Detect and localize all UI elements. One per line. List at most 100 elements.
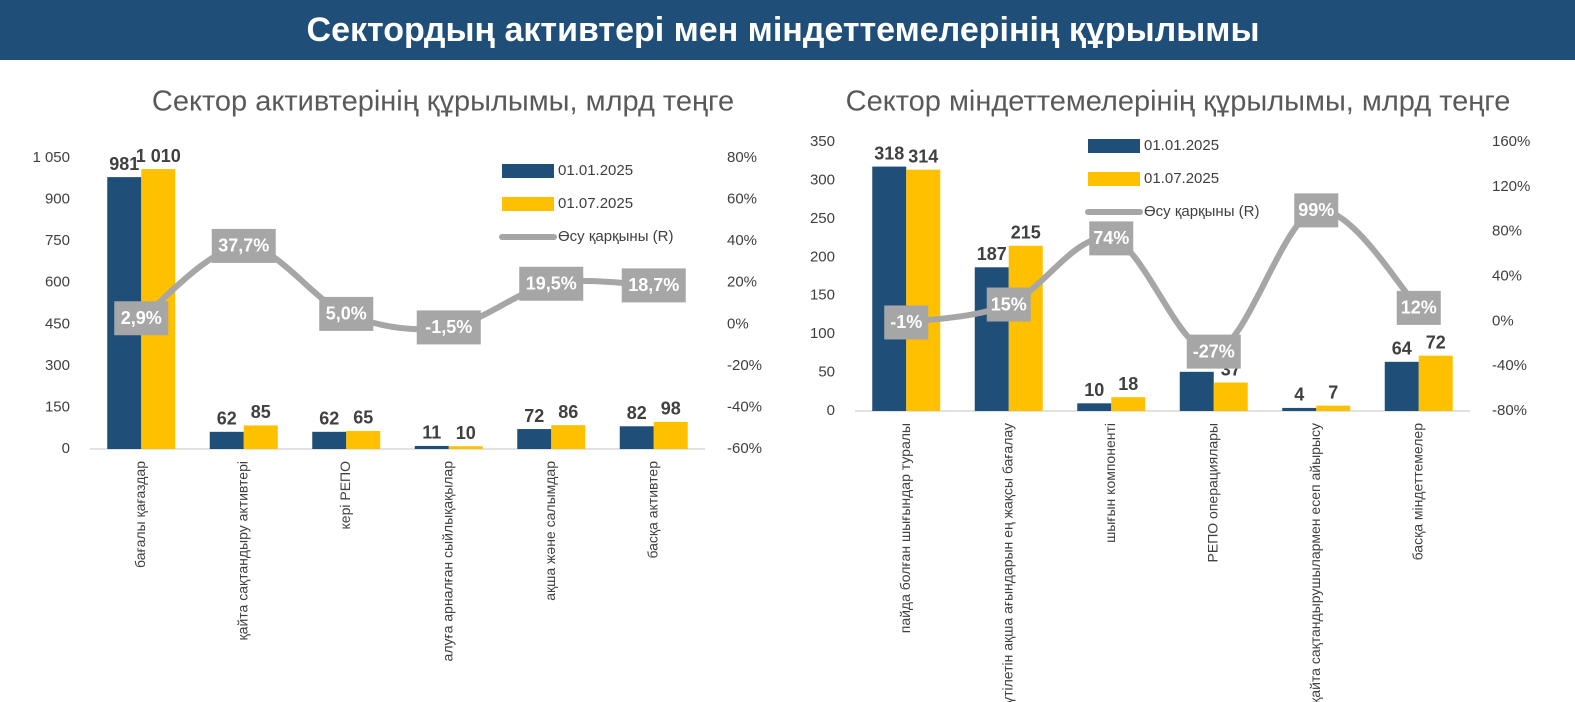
bar xyxy=(517,429,552,449)
y2-tick-label: 40% xyxy=(727,232,757,249)
bar-value-label: 11 xyxy=(422,423,441,443)
growth-label-box xyxy=(319,296,374,331)
y-tick-label: 300 xyxy=(45,357,70,374)
bar xyxy=(414,445,449,449)
bar-value-label: 62 xyxy=(319,409,339,429)
y-tick-label: 200 xyxy=(810,248,835,265)
growth-label-box xyxy=(1294,193,1339,228)
bar-value-label: 65 xyxy=(353,408,373,428)
bar-value-label: 82 xyxy=(627,403,647,423)
header-title: Сектордың активтері мен міндеттемелеріні… xyxy=(307,11,1260,49)
legend-label: Өсу қарқыны (R) xyxy=(1144,203,1259,220)
bar-value-label: 86 xyxy=(558,402,578,422)
x-tick-label: шығын компоненті xyxy=(1102,423,1118,543)
y-tick-label: 300 xyxy=(810,171,835,188)
bar xyxy=(1213,382,1248,411)
y-tick-label: 350 xyxy=(810,133,835,150)
bar xyxy=(448,446,483,449)
growth-label: -1,5% xyxy=(425,317,472,337)
x-tick-label: ақша және салымдар xyxy=(542,461,558,601)
x-tick-label: пайда болған шығындар туралы xyxy=(897,423,913,633)
chart-title: Сектор активтерінің құрылымы, млрд теңге xyxy=(152,86,734,118)
x-tick-label: басқа міндеттемелер xyxy=(1409,423,1425,561)
x-tick-label: бағалы қағаздар xyxy=(132,461,148,568)
x-tick-label: басқа активтер xyxy=(644,461,660,559)
y2-tick-label: 0% xyxy=(1492,312,1514,329)
bar-value-label: 4 xyxy=(1294,385,1304,405)
bar-value-label: 72 xyxy=(524,406,544,426)
growth-label: 37,7% xyxy=(218,236,269,256)
legend-label: 01.07.2025 xyxy=(558,195,633,212)
bar-value-label: 314 xyxy=(908,146,938,166)
bar xyxy=(551,425,586,449)
bar xyxy=(1418,355,1453,411)
legend-label: 01.07.2025 xyxy=(1144,170,1219,187)
chart-title: Сектор міндеттемелерінің құрылымы, млрд … xyxy=(846,86,1511,118)
y2-tick-label: 20% xyxy=(727,274,757,291)
y2-tick-label: -60% xyxy=(727,440,762,457)
x-tick-label: қайта сақтандыру активтері xyxy=(234,461,250,640)
bar-value-label: 10 xyxy=(1084,380,1104,400)
y-tick-label: 250 xyxy=(810,210,835,227)
x-tick-label: күтілетін ақша ағындарын ең жақсы бағала… xyxy=(999,423,1015,702)
bar-value-label: 318 xyxy=(874,143,904,163)
bar xyxy=(906,169,941,411)
growth-label-box xyxy=(114,301,169,336)
growth-label-box xyxy=(621,268,686,303)
legend-swatch xyxy=(502,197,554,211)
y2-tick-label: 80% xyxy=(1492,223,1522,240)
y-tick-label: 50 xyxy=(818,364,835,381)
bar-value-label: 215 xyxy=(1011,223,1041,243)
y2-tick-label: -20% xyxy=(727,357,762,374)
legend-swatch xyxy=(1088,172,1140,186)
bar xyxy=(346,430,381,449)
growth-label: 99% xyxy=(1298,200,1334,220)
y-tick-label: 0 xyxy=(827,402,835,419)
y-tick-label: 0 xyxy=(62,440,70,457)
bar xyxy=(312,431,347,449)
y-tick-label: 600 xyxy=(45,274,70,291)
bar xyxy=(1077,403,1112,411)
growth-label: 12% xyxy=(1401,298,1437,318)
growth-label: 19,5% xyxy=(526,274,577,294)
growth-label: -27% xyxy=(1193,341,1235,361)
y2-tick-label: 0% xyxy=(727,315,749,332)
legend-swatch xyxy=(1088,139,1140,153)
bar xyxy=(1179,371,1214,411)
bar-value-label: 18 xyxy=(1118,374,1138,394)
bar-value-label: 64 xyxy=(1392,339,1412,359)
growth-label-box xyxy=(1396,290,1441,325)
bar xyxy=(619,426,654,449)
bar-value-label: 62 xyxy=(217,409,237,429)
y2-tick-label: 40% xyxy=(1492,267,1522,284)
y2-tick-label: -40% xyxy=(727,398,762,415)
y-tick-label: 900 xyxy=(45,191,70,208)
y-tick-label: 150 xyxy=(810,287,835,304)
bar-value-label: 981 xyxy=(109,154,139,174)
y-tick-label: 1 050 xyxy=(32,149,70,166)
growth-label: 18,7% xyxy=(628,275,679,295)
x-tick-label: алуға арналған сыйлықақылар xyxy=(439,461,455,662)
header-band xyxy=(0,0,1575,60)
growth-label-box xyxy=(519,266,584,301)
legend-swatch xyxy=(502,164,554,178)
growth-label-box xyxy=(1186,334,1241,369)
growth-label: -1% xyxy=(890,312,922,332)
legend-label: 01.01.2025 xyxy=(558,162,633,179)
y-tick-label: 750 xyxy=(45,232,70,249)
y2-tick-label: 60% xyxy=(727,191,757,208)
bar-value-label: 10 xyxy=(456,423,476,443)
bar-value-label: 7 xyxy=(1328,382,1338,402)
bar-value-label: 85 xyxy=(251,402,271,422)
growth-label: 2,9% xyxy=(121,308,162,328)
bar-value-label: 1 010 xyxy=(136,146,181,166)
y2-tick-label: -40% xyxy=(1492,357,1527,374)
bar xyxy=(1282,407,1317,411)
growth-label-box xyxy=(884,305,929,340)
growth-label-box xyxy=(416,310,481,345)
legend-label: 01.01.2025 xyxy=(1144,137,1219,154)
y2-tick-label: 120% xyxy=(1492,178,1530,195)
growth-label: 74% xyxy=(1093,228,1129,248)
growth-label: 15% xyxy=(991,294,1027,314)
